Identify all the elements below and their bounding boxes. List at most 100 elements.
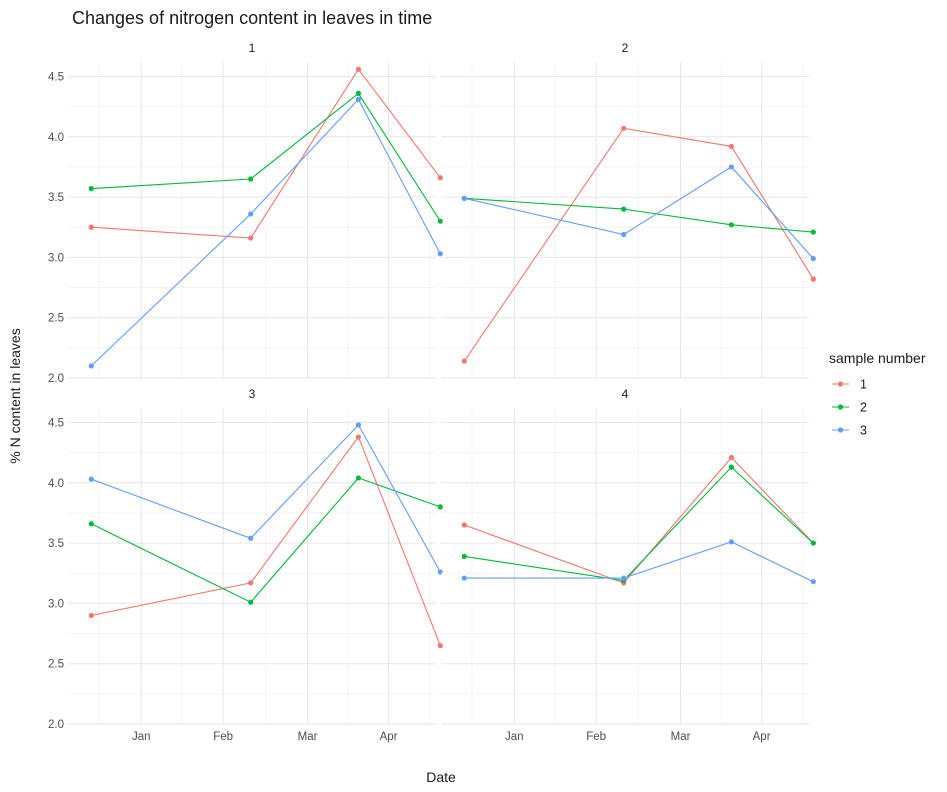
series-line — [464, 197, 814, 233]
data-point — [248, 235, 254, 241]
data-point — [248, 580, 254, 586]
data-point — [810, 229, 816, 235]
data-point — [437, 175, 443, 181]
data-point — [437, 218, 443, 224]
legend-entry-2: 2 — [832, 401, 867, 415]
series-2 — [88, 475, 443, 605]
legend-title: sample number — [829, 350, 926, 366]
panel-grid — [441, 408, 809, 725]
legend-key-point — [837, 427, 844, 433]
x-tick-label: Apr — [753, 731, 771, 743]
data-point — [88, 363, 94, 369]
series-line — [464, 541, 814, 583]
series-3 — [88, 422, 443, 575]
x-tick-label: Jan — [132, 731, 151, 743]
data-point — [437, 643, 443, 649]
x-tick-label: Jan — [505, 731, 524, 743]
facet-panel-1: 1 2.0 2.5 3.0 3.5 4.0 4.5 — [48, 41, 443, 385]
data-point — [810, 579, 816, 585]
data-point — [728, 164, 735, 170]
x-tick-label: Mar — [298, 731, 318, 743]
data-point — [355, 90, 362, 96]
data-point — [810, 255, 816, 262]
data-point — [88, 186, 94, 192]
panel-grid — [68, 62, 436, 379]
data-point — [461, 195, 467, 201]
data-point — [355, 475, 362, 481]
data-point — [88, 476, 94, 482]
legend-entry-3: 3 — [832, 424, 867, 438]
data-point — [461, 553, 467, 559]
data-point — [437, 504, 443, 510]
y-tick-label: 3.5 — [48, 538, 64, 550]
facet-strip-label: 3 — [249, 387, 256, 401]
y-tick-label: 3.0 — [48, 252, 64, 264]
data-point — [621, 575, 627, 581]
y-tick-label: 4.0 — [48, 132, 64, 144]
series-line — [91, 435, 441, 646]
legend-label: 2 — [860, 401, 867, 415]
series-3 — [461, 539, 816, 585]
x-tick-label: Apr — [380, 731, 398, 743]
facet-strip-label: 2 — [622, 41, 629, 55]
series-2 — [88, 90, 443, 224]
y-tick-label: 4.0 — [48, 478, 64, 490]
series-line — [464, 466, 814, 582]
series-1 — [88, 66, 443, 241]
data-point — [461, 358, 467, 364]
series-3 — [88, 96, 443, 369]
data-point — [248, 535, 254, 541]
facet-panel-2: 2 — [441, 41, 816, 379]
panel-grid — [68, 408, 436, 725]
data-point — [728, 143, 735, 150]
legend: sample number 1 2 3 — [829, 350, 926, 438]
y-axis-title: % N content in leaves — [7, 328, 23, 463]
data-point — [728, 222, 735, 228]
y-tick-label: 3.0 — [48, 598, 64, 610]
data-point — [88, 521, 94, 527]
facet-strip-label: 4 — [622, 387, 629, 401]
x-tick-label: Feb — [213, 731, 233, 743]
data-point — [355, 422, 362, 428]
facet-strip-label: 1 — [249, 41, 256, 55]
data-point — [248, 176, 254, 182]
data-point — [728, 454, 735, 461]
series-3 — [461, 164, 816, 262]
series-line — [91, 68, 441, 239]
data-point — [810, 276, 816, 282]
legend-key-point — [837, 404, 844, 410]
facet-panel-3: 3 2.0 2.5 3.0 3.5 4.0 4.5 Jan Feb Mar Apr — [48, 387, 443, 743]
data-point — [355, 434, 362, 440]
y-tick-label: 4.5 — [48, 71, 64, 83]
x-axis-title: Date — [426, 769, 456, 785]
y-tick-label: 2.5 — [48, 313, 64, 325]
data-point — [728, 464, 735, 470]
series-line — [90, 98, 441, 367]
data-point — [461, 522, 467, 528]
legend-label: 3 — [860, 424, 867, 438]
panels-layer: 1 2.0 2.5 3.0 3.5 4.0 4.5 2 3 2.0 2.5 3.0 3.5 4.0 4.5 J… — [48, 41, 816, 743]
data-point — [437, 251, 443, 257]
series-line — [91, 477, 441, 603]
legend-label: 1 — [860, 378, 867, 392]
data-point — [621, 231, 627, 238]
legend-entry-1: 1 — [832, 378, 867, 392]
data-point — [88, 224, 94, 230]
y-tick-label: 4.5 — [48, 417, 64, 429]
series-line — [464, 456, 814, 584]
data-point — [88, 612, 94, 619]
data-point — [810, 540, 816, 546]
series-line — [91, 423, 441, 573]
y-tick-label: 2.0 — [48, 719, 64, 731]
x-tick-label: Feb — [586, 731, 606, 743]
y-tick-label: 2.5 — [48, 659, 64, 671]
legend-key-point — [837, 381, 844, 387]
data-point — [248, 211, 254, 217]
facet-panel-4: 4 Jan Feb Mar Apr — [441, 387, 816, 743]
data-point — [728, 539, 735, 545]
data-point — [621, 206, 627, 212]
panel-grid — [441, 62, 809, 379]
series-1 — [88, 434, 443, 649]
